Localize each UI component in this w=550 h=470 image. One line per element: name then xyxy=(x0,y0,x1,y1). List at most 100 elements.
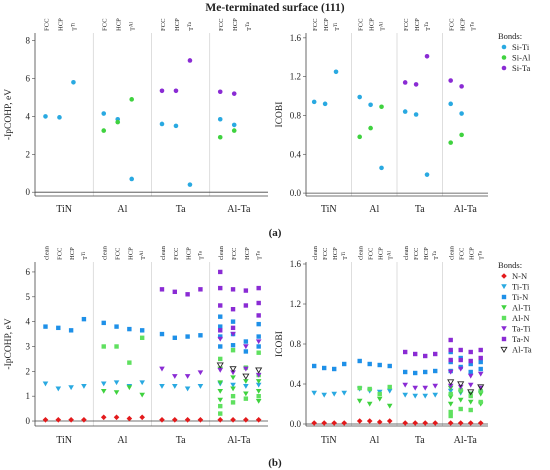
point-al-n xyxy=(218,403,223,409)
point-al-ti xyxy=(386,403,393,409)
category-label: Al-Ta xyxy=(454,435,478,446)
point-ta-n xyxy=(218,285,223,291)
point-ta-n xyxy=(185,292,190,297)
point-si-ta xyxy=(217,89,223,95)
point-n-n xyxy=(432,420,439,426)
point-ti-ti xyxy=(341,390,348,396)
subsite-label: FCC xyxy=(322,247,329,260)
point-al-n xyxy=(127,360,132,365)
point-ta-n xyxy=(256,300,261,306)
subsite-label: TTi xyxy=(334,22,341,31)
point-ti-ti xyxy=(447,388,454,394)
legend-entry: Ta-N xyxy=(512,334,529,344)
point-ti-n xyxy=(468,369,473,375)
point-n-n xyxy=(366,418,373,424)
subsite-label: HCP xyxy=(186,247,193,260)
point-ti-n xyxy=(433,368,438,374)
point-ta-n xyxy=(159,287,165,292)
legend-title: Bonds: xyxy=(498,31,522,41)
point-ta-n xyxy=(448,337,453,343)
point-ta-ti xyxy=(402,382,408,388)
point-ti-ti xyxy=(42,381,49,387)
point-ta-n xyxy=(413,351,418,357)
point-ta-n xyxy=(256,313,261,318)
point-ta-n xyxy=(172,289,177,295)
subsite-label: FCC xyxy=(403,18,410,31)
point-al-n xyxy=(468,393,473,399)
point-si-al xyxy=(129,97,134,102)
point-ta-n xyxy=(218,303,223,308)
point-n-n xyxy=(230,416,236,423)
point-si-al xyxy=(459,132,464,138)
point-al-ti xyxy=(217,389,224,394)
point-n-n xyxy=(447,420,454,426)
subsite-label: FCC xyxy=(358,18,365,31)
point-ti-n xyxy=(127,326,132,332)
point-n-n xyxy=(184,416,191,423)
point-si-ti xyxy=(459,111,464,116)
y-tick-label: 8 xyxy=(26,36,31,46)
subsite-label: FCC xyxy=(160,18,167,31)
point-n-n xyxy=(100,414,107,421)
point-si-ti xyxy=(402,109,408,114)
point-ti-ti xyxy=(184,386,191,392)
point-ti-ti xyxy=(197,384,204,389)
point-ti-n xyxy=(198,333,203,338)
point-si-al xyxy=(217,134,223,140)
point-si-ti xyxy=(71,79,76,85)
point-al-n xyxy=(230,400,236,405)
point-si-al xyxy=(231,128,237,133)
point-al-ti xyxy=(457,397,464,403)
point-ta-ti xyxy=(159,366,165,372)
legend-marker xyxy=(501,326,507,332)
point-si-ti xyxy=(379,165,384,171)
subsite-label: FCC xyxy=(449,18,456,31)
point-ti-n xyxy=(256,321,261,327)
point-al-n xyxy=(230,393,236,399)
point-n-n xyxy=(68,416,74,423)
point-si-ta xyxy=(459,84,464,89)
point-ti-n xyxy=(402,369,408,375)
point-ti-n xyxy=(367,361,372,367)
point-n-n xyxy=(255,416,262,423)
subsite-label: HCP xyxy=(127,247,134,260)
chart-a-left: 0 2 4 6 8 -IpCOHP, eV FCC HCP TTi FCC HCP TAl FCC HCP… xyxy=(4,18,268,215)
category-label: Al xyxy=(117,204,127,215)
point-si-ti xyxy=(187,182,193,187)
point-al-ta xyxy=(255,367,263,374)
point-ti-n xyxy=(377,362,382,368)
point-ti-n xyxy=(423,369,428,375)
point-al-ti xyxy=(467,399,474,405)
point-ta-n xyxy=(218,328,223,333)
subsite-label: HCP xyxy=(116,18,123,31)
point-si-ti xyxy=(57,115,62,120)
point-si-ta xyxy=(159,88,165,94)
y-tick-label: 0.8 xyxy=(290,110,302,120)
point-ti-ti xyxy=(139,380,145,386)
point-ti-n xyxy=(185,334,190,339)
panel-label: (a) xyxy=(269,227,282,239)
point-ti-n xyxy=(218,324,223,329)
point-al-n xyxy=(243,396,249,401)
point-si-al xyxy=(115,119,121,125)
y-tick-label: 0.4 xyxy=(290,149,302,159)
point-ta-n xyxy=(468,349,473,355)
chart-a-right: 0.0 0.4 0.8 1.2 1.6 ICOBI FCC HCP TTi FCC HCP TAl FC… xyxy=(275,18,531,215)
point-n-n xyxy=(457,420,464,426)
point-si-ti xyxy=(231,122,237,128)
point-ta-n xyxy=(230,307,236,312)
point-n-n xyxy=(172,416,178,423)
subsite-label: TTa xyxy=(198,250,205,260)
point-ta-n xyxy=(448,347,453,353)
point-ti-n xyxy=(243,339,249,344)
point-ti-n xyxy=(114,324,119,329)
subsite-label: TTi xyxy=(342,251,349,260)
subsite-label: clean xyxy=(218,245,225,260)
point-ti-n xyxy=(101,320,106,326)
point-al-ti xyxy=(113,390,120,396)
legend-entry: Si-Ta xyxy=(512,63,531,73)
legend-entry: Al-Ta xyxy=(512,345,532,355)
point-ti-ti xyxy=(172,384,178,389)
point-al-ti xyxy=(126,385,133,391)
legend-marker xyxy=(501,305,507,311)
